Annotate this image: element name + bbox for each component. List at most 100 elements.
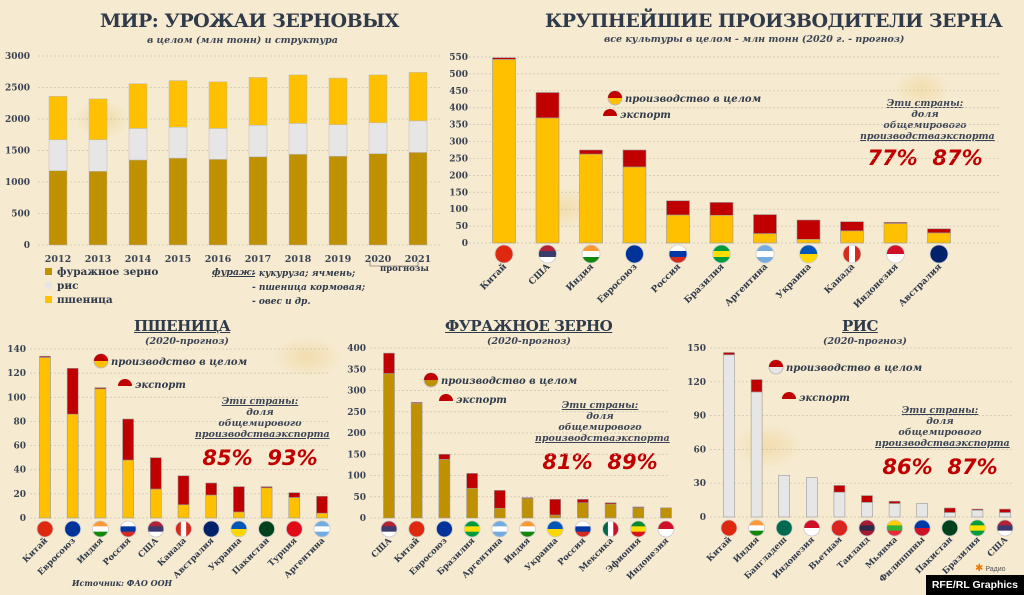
callout-countries: Эти страны: <box>221 396 299 407</box>
flag-canada-icon <box>842 244 862 264</box>
flag-eu-icon <box>64 520 82 538</box>
flag-stripe <box>843 245 850 263</box>
flag-stripe <box>831 520 848 529</box>
flag-stripe <box>314 521 330 527</box>
world-bar-wheat <box>368 74 388 124</box>
top-y-tick-label: 150 <box>449 188 468 198</box>
flag-stripe <box>286 521 303 530</box>
rice-bar-production <box>943 512 956 518</box>
flag-border <box>996 519 1014 537</box>
wheat-y-tick-label: 140 <box>7 345 26 355</box>
flag-india-icon <box>581 244 601 264</box>
flag-philippines-icon <box>913 519 931 537</box>
world-bar-feed <box>248 156 268 246</box>
feed-legend-production-icon <box>423 372 439 388</box>
top-y-tick-label: 500 <box>449 70 468 80</box>
flag-stripe <box>997 530 1013 536</box>
top-bar-production <box>927 232 951 244</box>
callout-export: экспорта <box>275 429 330 440</box>
flag-border <box>519 520 536 538</box>
flag-stripe <box>120 521 137 527</box>
flag-indonesia-icon <box>657 520 675 538</box>
world-x-tick-label: 2012 <box>45 254 71 265</box>
radio-logo-icon: ✱ <box>975 563 984 574</box>
world-x-tick-label: 2020 <box>365 254 392 265</box>
feed-bar-export <box>604 502 617 505</box>
flag-border <box>755 244 775 264</box>
flag-stripe <box>381 526 397 533</box>
rice-x-tick-label: Китай <box>704 534 734 564</box>
flag-stripe <box>712 251 731 258</box>
world-bar-rice <box>128 128 148 161</box>
rice-bar-export <box>833 485 846 493</box>
callout-export: экспорта <box>615 433 670 444</box>
flag-stripe <box>203 521 220 530</box>
feed-y-tick-label: 250 <box>347 408 366 418</box>
rice-legend-export-label: экспорт <box>799 393 850 404</box>
flag-stripe <box>92 531 109 537</box>
top-x-tick-label: Китай <box>478 261 509 292</box>
flag-stripe <box>712 245 731 252</box>
flag-stripe <box>258 521 275 530</box>
flag-stripe <box>538 251 557 258</box>
flag-turkey-icon <box>285 520 303 538</box>
rice-share-export: 87% <box>947 455 998 479</box>
top-legend-production-icon <box>607 90 623 106</box>
rice-y-tick-label: 60 <box>693 445 706 455</box>
flag-border <box>602 520 619 538</box>
flag-stripe <box>120 526 137 533</box>
flag-stripe <box>574 526 591 533</box>
flag-border <box>712 244 731 264</box>
world-bar-rice <box>168 126 188 159</box>
flag-ukraine-icon <box>799 244 818 264</box>
flag-stripe <box>495 254 513 263</box>
flag-stripe <box>669 257 687 263</box>
legend-label-wheat: пшеница <box>57 294 113 306</box>
wheat-bar-export <box>316 495 328 514</box>
world-bar-wheat <box>128 83 148 129</box>
top-bar-production <box>709 214 734 244</box>
flag-usa-icon <box>380 520 398 538</box>
flag-border <box>147 520 165 538</box>
flag-stripe <box>756 257 774 263</box>
flag-stripe <box>669 245 687 252</box>
rice-y-tick-label: 90 <box>693 412 706 422</box>
flag-indonesia-icon <box>803 519 821 537</box>
flag-stripe <box>886 530 903 536</box>
flag-myanmar-icon <box>886 519 903 537</box>
world-bar-feed <box>128 159 148 246</box>
world-bar-rice <box>368 122 388 154</box>
wheat-y-tick-label: 20 <box>13 490 26 500</box>
flag-stripe <box>712 257 731 263</box>
top-legend-production-label: производство в целом <box>625 94 761 105</box>
flag-stripe <box>491 531 508 537</box>
world-y-tick-label: 0 <box>24 241 30 251</box>
world-bar-feed <box>88 171 108 246</box>
world-bar-feed <box>368 153 388 246</box>
flag-stripe <box>941 520 958 529</box>
wheat-chart-subtitle: (2020-прогноз) <box>145 336 229 347</box>
world-chart-title: МИР: УРОЖАИ ЗЕРНОВЫХ <box>100 10 399 32</box>
flag-border <box>230 520 248 538</box>
callout-world: общемирового <box>218 418 302 429</box>
top-chart-subtitle: все культуры в целом - млн тонн (2020 г.… <box>604 34 905 45</box>
top-y-tick-label: 0 <box>462 239 468 249</box>
flag-stripe <box>803 528 820 536</box>
top-x-tick-label: Украина <box>775 262 814 301</box>
feed-bar-export <box>410 402 423 404</box>
rice-bar-production <box>750 391 763 518</box>
flag-stripe <box>538 245 557 252</box>
world-y-tick-label: 3000 <box>5 52 30 62</box>
flag-stripe <box>491 526 508 533</box>
flag-border <box>581 244 601 264</box>
callout-share: доля <box>911 109 939 120</box>
feed-bar-export <box>466 473 478 489</box>
flag-border <box>491 520 509 538</box>
top-bar-export <box>492 57 516 60</box>
flag-stripe <box>849 245 856 263</box>
flag-india-icon <box>519 520 536 538</box>
flag-border <box>494 244 514 264</box>
flag-bangladesh-icon <box>775 519 793 537</box>
callout-production: производства <box>860 131 941 142</box>
top-bar-production <box>883 223 908 244</box>
